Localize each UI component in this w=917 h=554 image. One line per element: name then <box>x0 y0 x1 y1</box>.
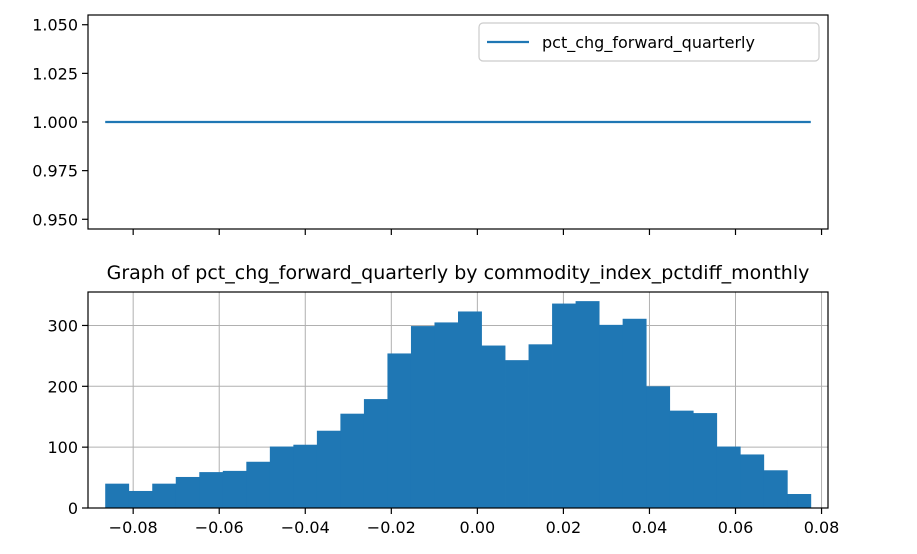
histogram-bars <box>105 301 812 508</box>
histogram-bar <box>363 399 388 508</box>
line-y-tick-label: 1.050 <box>32 16 78 35</box>
histogram-bar <box>199 472 224 508</box>
histogram-chart: Graph of pct_chg_forward_quarterly by co… <box>47 262 839 537</box>
histogram-x-tick-label: 0.04 <box>632 518 668 537</box>
histogram-bar <box>646 386 671 508</box>
histogram-bar <box>434 322 459 508</box>
histogram-bar <box>387 353 412 508</box>
line-y-tick-label: 1.000 <box>32 113 78 132</box>
histogram-bar <box>246 461 271 508</box>
histogram-x-tick-label: −0.08 <box>109 518 158 537</box>
histogram-bar <box>222 470 247 508</box>
histogram-y-tick-label: 300 <box>47 316 78 335</box>
histogram-bar <box>269 446 294 508</box>
legend: pct_chg_forward_quarterly <box>478 22 820 62</box>
histogram-bar <box>293 444 318 508</box>
histogram-bar <box>105 483 130 508</box>
histogram-bar <box>716 446 741 508</box>
histogram-y-axis-ticks: 0 100 200 300 <box>47 316 88 518</box>
line-y-tick-label: 0.950 <box>32 210 78 229</box>
histogram-x-tick-label: −0.06 <box>195 518 244 537</box>
histogram-bar <box>340 413 365 508</box>
histogram-bar <box>458 311 482 508</box>
histogram-bar <box>787 494 812 508</box>
histogram-x-tick-label: −0.02 <box>367 518 416 537</box>
histogram-bar <box>481 345 506 508</box>
histogram-x-tick-label: −0.04 <box>281 518 330 537</box>
histogram-x-tick-label: 0.08 <box>804 518 840 537</box>
histogram-bar <box>552 303 576 508</box>
histogram-bar <box>763 470 788 508</box>
histogram-y-tick-label: 200 <box>47 377 78 396</box>
histogram-bar <box>410 326 435 508</box>
histogram-bar <box>152 483 177 508</box>
histogram-x-axis-ticks: −0.08 −0.06 −0.04 −0.02 0.00 0.02 0.04 0.06 0.08 <box>109 508 840 537</box>
histogram-bar <box>693 413 718 508</box>
histogram-title: Graph of pct_chg_forward_quarterly by co… <box>107 262 810 284</box>
legend-box <box>478 22 820 62</box>
histogram-bar <box>669 410 694 508</box>
line-x-axis-ticks <box>132 229 823 235</box>
histogram-x-tick-label: 0.02 <box>546 518 582 537</box>
histogram-y-tick-label: 100 <box>47 438 78 457</box>
histogram-x-tick-label: 0.06 <box>718 518 754 537</box>
histogram-bar <box>505 360 529 508</box>
line-y-tick-label: 0.975 <box>32 162 78 181</box>
line-chart: 0.950 0.975 1.000 1.025 1.050 pct_chg_forwar… <box>32 14 829 235</box>
line-y-axis-ticks: 0.950 0.975 1.000 1.025 1.050 <box>32 16 88 229</box>
histogram-bar <box>599 324 624 508</box>
line-y-tick-label: 1.025 <box>32 64 78 83</box>
histogram-bar <box>175 476 200 508</box>
histogram-bar <box>622 318 647 508</box>
histogram-y-tick-label: 0 <box>68 499 78 518</box>
histogram-bar <box>740 454 765 508</box>
histogram-x-tick-label: 0.00 <box>460 518 496 537</box>
histogram-bar <box>316 430 341 508</box>
histogram-bar <box>575 301 600 508</box>
histogram-bar <box>128 490 153 508</box>
histogram-bar <box>528 344 553 508</box>
histogram-plot-frame <box>87 291 829 509</box>
line-plot-frame <box>87 14 829 230</box>
legend-label: pct_chg_forward_quarterly <box>542 33 755 53</box>
